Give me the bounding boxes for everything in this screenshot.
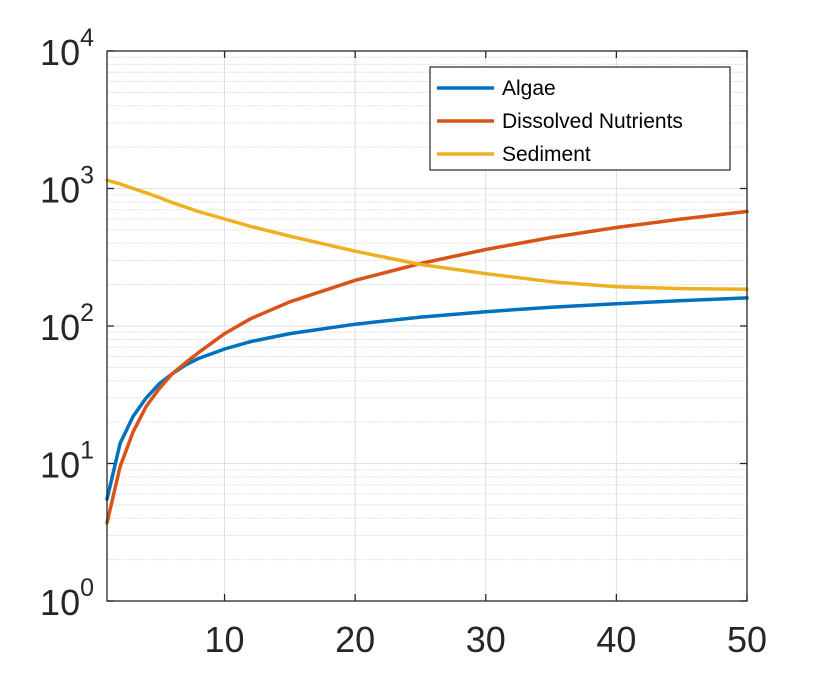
y-tick-base: 10 bbox=[40, 170, 80, 211]
legend-label-2: Sediment bbox=[502, 143, 591, 166]
y-tick-base: 10 bbox=[40, 32, 80, 73]
y-tick-base: 10 bbox=[40, 307, 80, 348]
y-tick-label: 102 bbox=[40, 299, 94, 348]
y-tick-base: 10 bbox=[40, 582, 80, 623]
y-tick-exponent: 0 bbox=[80, 574, 94, 602]
x-tick-label: 10 bbox=[205, 619, 245, 660]
x-tick-label: 40 bbox=[596, 619, 636, 660]
x-tick-label: 50 bbox=[727, 619, 767, 660]
series-line-0 bbox=[105, 296, 749, 501]
y-tick-exponent: 2 bbox=[80, 299, 94, 327]
legend: Algae Dissolved Nutrients Sediment bbox=[429, 66, 731, 171]
series-line-2 bbox=[105, 178, 749, 292]
y-tick-exponent: 1 bbox=[80, 437, 94, 465]
y-tick-label: 101 bbox=[40, 437, 94, 486]
legend-label-1: Dissolved Nutrients bbox=[502, 110, 683, 133]
y-tick-exponent: 3 bbox=[80, 162, 94, 190]
series-lines bbox=[105, 178, 749, 525]
x-tick-label: 30 bbox=[466, 619, 506, 660]
series-line-1 bbox=[105, 209, 749, 525]
y-tick-exponent: 4 bbox=[80, 24, 94, 52]
y-tick-label: 103 bbox=[40, 162, 94, 211]
y-tick-base: 10 bbox=[40, 445, 80, 486]
legend-label-0: Algae bbox=[502, 77, 556, 100]
y-tick-label: 104 bbox=[40, 24, 94, 73]
x-tick-label: 20 bbox=[335, 619, 375, 660]
y-tick-label: 100 bbox=[40, 574, 94, 623]
